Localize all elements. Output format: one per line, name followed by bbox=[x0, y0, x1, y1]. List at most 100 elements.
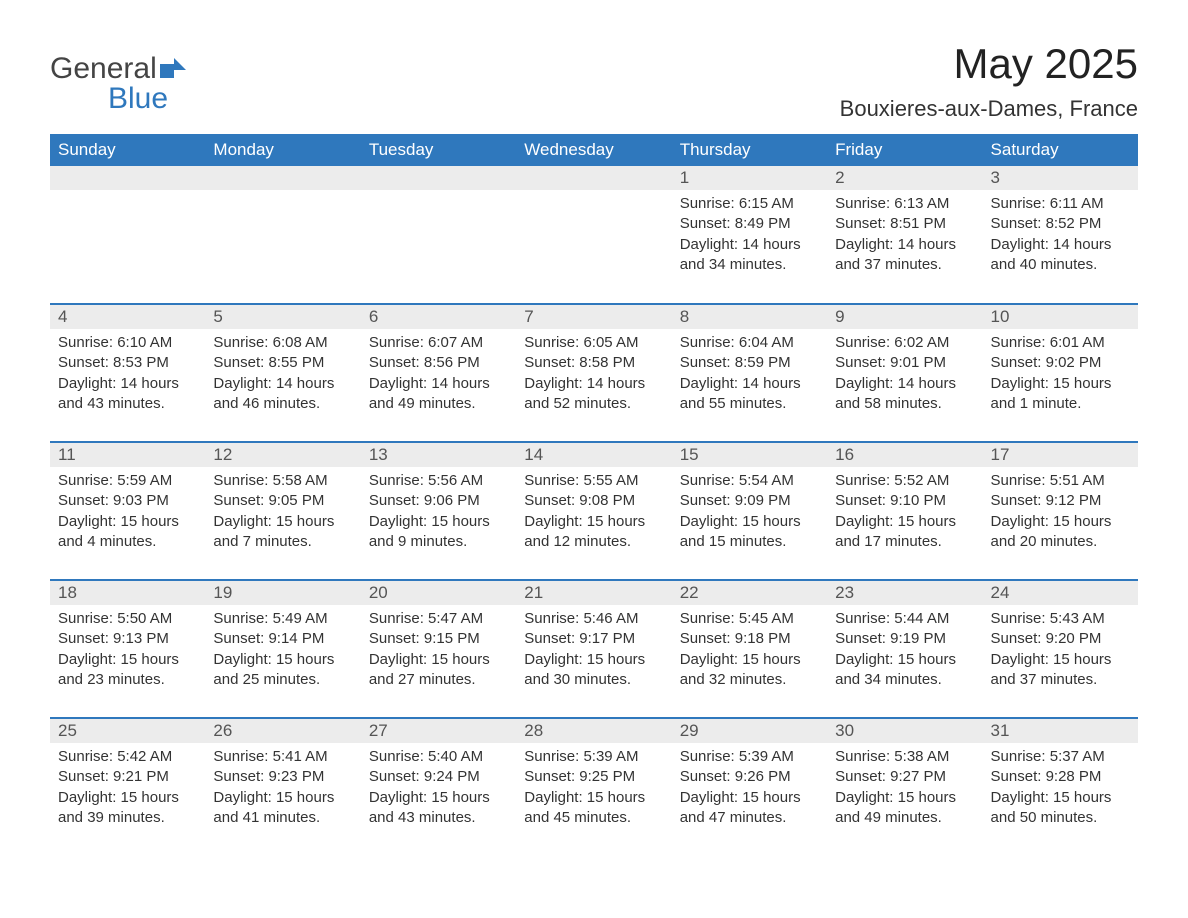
sunset-line: Sunset: 9:19 PM bbox=[835, 630, 946, 647]
sunrise-line: Sunrise: 5:50 AM bbox=[58, 610, 172, 627]
weekday-header-row: SundayMondayTuesdayWednesdayThursdayFrid… bbox=[50, 134, 1138, 166]
daylight-line: Daylight: 14 hours and 43 minutes. bbox=[58, 375, 179, 412]
calendar-cell bbox=[516, 166, 671, 304]
daylight-line: Daylight: 15 hours and 45 minutes. bbox=[524, 789, 645, 826]
calendar-cell: 24Sunrise: 5:43 AMSunset: 9:20 PMDayligh… bbox=[983, 580, 1138, 718]
day-number: 4 bbox=[50, 305, 205, 329]
sunset-line: Sunset: 9:09 PM bbox=[680, 492, 791, 509]
sunrise-line: Sunrise: 5:47 AM bbox=[369, 610, 483, 627]
weekday-header: Monday bbox=[205, 134, 360, 166]
calendar-cell: 27Sunrise: 5:40 AMSunset: 9:24 PMDayligh… bbox=[361, 718, 516, 856]
day-number: 24 bbox=[983, 581, 1138, 605]
calendar-cell: 23Sunrise: 5:44 AMSunset: 9:19 PMDayligh… bbox=[827, 580, 982, 718]
day-details: Sunrise: 5:37 AMSunset: 9:28 PMDaylight:… bbox=[983, 743, 1138, 834]
sunrise-line: Sunrise: 5:38 AM bbox=[835, 748, 949, 765]
sunset-line: Sunset: 9:20 PM bbox=[991, 630, 1102, 647]
day-number: 1 bbox=[672, 166, 827, 190]
sunrise-line: Sunrise: 6:04 AM bbox=[680, 334, 794, 351]
daylight-line: Daylight: 14 hours and 46 minutes. bbox=[213, 375, 334, 412]
day-details: Sunrise: 5:55 AMSunset: 9:08 PMDaylight:… bbox=[516, 467, 671, 558]
calendar-row: 4Sunrise: 6:10 AMSunset: 8:53 PMDaylight… bbox=[50, 304, 1138, 442]
sunrise-line: Sunrise: 6:13 AM bbox=[835, 195, 949, 212]
sunset-line: Sunset: 8:59 PM bbox=[680, 354, 791, 371]
calendar-cell: 13Sunrise: 5:56 AMSunset: 9:06 PMDayligh… bbox=[361, 442, 516, 580]
sunrise-line: Sunrise: 5:42 AM bbox=[58, 748, 172, 765]
sunset-line: Sunset: 9:18 PM bbox=[680, 630, 791, 647]
sunset-line: Sunset: 9:25 PM bbox=[524, 768, 635, 785]
calendar-row: 1Sunrise: 6:15 AMSunset: 8:49 PMDaylight… bbox=[50, 166, 1138, 304]
weekday-header: Wednesday bbox=[516, 134, 671, 166]
calendar-cell: 1Sunrise: 6:15 AMSunset: 8:49 PMDaylight… bbox=[672, 166, 827, 304]
sunset-line: Sunset: 8:55 PM bbox=[213, 354, 324, 371]
day-details: Sunrise: 6:04 AM Sunset: 8:59 PM Daylight:… bbox=[672, 329, 827, 420]
day-details: Sunrise: 5:41 AMSunset: 9:23 PMDaylight:… bbox=[205, 743, 360, 834]
day-details: Sunrise: 5:38 AM Sunset: 9:27 PM Daylight:… bbox=[827, 743, 982, 834]
day-number: 6 bbox=[361, 305, 516, 329]
day-number: 10 bbox=[983, 305, 1138, 329]
daylight-line: Daylight: 14 hours and 55 minutes. bbox=[680, 375, 801, 412]
calendar-cell: 19Sunrise: 5:49 AMSunset: 9:14 PMDayligh… bbox=[205, 580, 360, 718]
sunset-line: Sunset: 9:14 PM bbox=[213, 630, 324, 647]
sunset-line: Sunset: 9:26 PM bbox=[680, 768, 791, 785]
sunrise-line: Sunrise: 5:54 AM bbox=[680, 472, 794, 489]
calendar-cell: 17Sunrise: 5:51 AMSunset: 9:12 PMDayligh… bbox=[983, 442, 1138, 580]
day-details: Sunrise: 5:46 AMSunset: 9:17 PMDaylight:… bbox=[516, 605, 671, 696]
calendar-cell: 16Sunrise: 5:52 AMSunset: 9:10 PMDayligh… bbox=[827, 442, 982, 580]
calendar-cell: 6Sunrise: 6:07 AMSunset: 8:56 PMDaylight… bbox=[361, 304, 516, 442]
calendar-cell: 29Sunrise: 5:39 AMSunset: 9:26 PMDayligh… bbox=[672, 718, 827, 856]
sunset-line: Sunset: 8:51 PM bbox=[835, 215, 946, 232]
daylight-line: Daylight: 15 hours and 4 minutes. bbox=[58, 513, 179, 550]
sunrise-line: Sunrise: 5:37 AM bbox=[991, 748, 1105, 765]
day-number: 27 bbox=[361, 719, 516, 743]
day-details: Sunrise: 6:08 AMSunset: 8:55 PMDaylight:… bbox=[205, 329, 360, 420]
daylight-line: Daylight: 15 hours and 12 minutes. bbox=[524, 513, 645, 550]
weekday-header: Saturday bbox=[983, 134, 1138, 166]
sunrise-line: Sunrise: 5:52 AM bbox=[835, 472, 949, 489]
sunrise-line: Sunrise: 5:59 AM bbox=[58, 472, 172, 489]
day-number: 19 bbox=[205, 581, 360, 605]
sunset-line: Sunset: 9:24 PM bbox=[369, 768, 480, 785]
calendar-cell: 31Sunrise: 5:37 AMSunset: 9:28 PMDayligh… bbox=[983, 718, 1138, 856]
calendar-cell: 11Sunrise: 5:59 AMSunset: 9:03 PMDayligh… bbox=[50, 442, 205, 580]
weekday-header: Sunday bbox=[50, 134, 205, 166]
day-details: Sunrise: 5:47 AMSunset: 9:15 PMDaylight:… bbox=[361, 605, 516, 696]
calendar-cell: 20Sunrise: 5:47 AMSunset: 9:15 PMDayligh… bbox=[361, 580, 516, 718]
day-details: Sunrise: 5:51 AMSunset: 9:12 PMDaylight:… bbox=[983, 467, 1138, 558]
sunset-line: Sunset: 9:12 PM bbox=[991, 492, 1102, 509]
daylight-line: Daylight: 15 hours and 32 minutes. bbox=[680, 651, 801, 688]
day-details: Sunrise: 5:44 AMSunset: 9:19 PMDaylight:… bbox=[827, 605, 982, 696]
calendar-cell: 7Sunrise: 6:05 AMSunset: 8:58 PMDaylight… bbox=[516, 304, 671, 442]
sunrise-line: Sunrise: 5:58 AM bbox=[213, 472, 327, 489]
calendar-cell: 4Sunrise: 6:10 AMSunset: 8:53 PMDaylight… bbox=[50, 304, 205, 442]
daylight-line: Daylight: 15 hours and 7 minutes. bbox=[213, 513, 334, 550]
day-number: 16 bbox=[827, 443, 982, 467]
day-number: 3 bbox=[983, 166, 1138, 190]
calendar-cell: 8Sunrise: 6:04 AMSunset: 8:59 PMDaylight… bbox=[672, 304, 827, 442]
sunset-line: Sunset: 9:06 PM bbox=[369, 492, 480, 509]
calendar-cell: 25Sunrise: 5:42 AMSunset: 9:21 PMDayligh… bbox=[50, 718, 205, 856]
day-details: Sunrise: 5:52 AMSunset: 9:10 PMDaylight:… bbox=[827, 467, 982, 558]
day-details: Sunrise: 6:07 AMSunset: 8:56 PMDaylight:… bbox=[361, 329, 516, 420]
calendar-cell: 15Sunrise: 5:54 AMSunset: 9:09 PMDayligh… bbox=[672, 442, 827, 580]
daylight-line: Daylight: 15 hours and 49 minutes. bbox=[835, 789, 956, 826]
location-label: Bouxieres-aux-Dames, France bbox=[840, 96, 1138, 122]
sunrise-line: Sunrise: 6:11 AM bbox=[991, 195, 1104, 212]
daylight-line: Daylight: 15 hours and 30 minutes. bbox=[524, 651, 645, 688]
daylight-line: Daylight: 15 hours and 9 minutes. bbox=[369, 513, 490, 550]
sunrise-line: Sunrise: 6:07 AM bbox=[369, 334, 483, 351]
sunrise-line: Sunrise: 5:39 AM bbox=[524, 748, 638, 765]
calendar-cell: 21Sunrise: 5:46 AMSunset: 9:17 PMDayligh… bbox=[516, 580, 671, 718]
calendar-row: 25Sunrise: 5:42 AMSunset: 9:21 PMDayligh… bbox=[50, 718, 1138, 856]
day-number: 7 bbox=[516, 305, 671, 329]
daylight-line: Daylight: 15 hours and 25 minutes. bbox=[213, 651, 334, 688]
daylight-line: Daylight: 15 hours and 47 minutes. bbox=[680, 789, 801, 826]
day-details: Sunrise: 5:42 AMSunset: 9:21 PMDaylight:… bbox=[50, 743, 205, 834]
day-number: 9 bbox=[827, 305, 982, 329]
daylight-line: Daylight: 15 hours and 37 minutes. bbox=[991, 651, 1112, 688]
calendar-cell: 12Sunrise: 5:58 AMSunset: 9:05 PMDayligh… bbox=[205, 442, 360, 580]
brand-part1: General bbox=[50, 52, 157, 85]
daylight-line: Daylight: 15 hours and 50 minutes. bbox=[991, 789, 1112, 826]
sunset-line: Sunset: 9:27 PM bbox=[835, 768, 946, 785]
sunrise-line: Sunrise: 5:41 AM bbox=[213, 748, 327, 765]
daylight-line: Daylight: 15 hours and 15 minutes. bbox=[680, 513, 801, 550]
